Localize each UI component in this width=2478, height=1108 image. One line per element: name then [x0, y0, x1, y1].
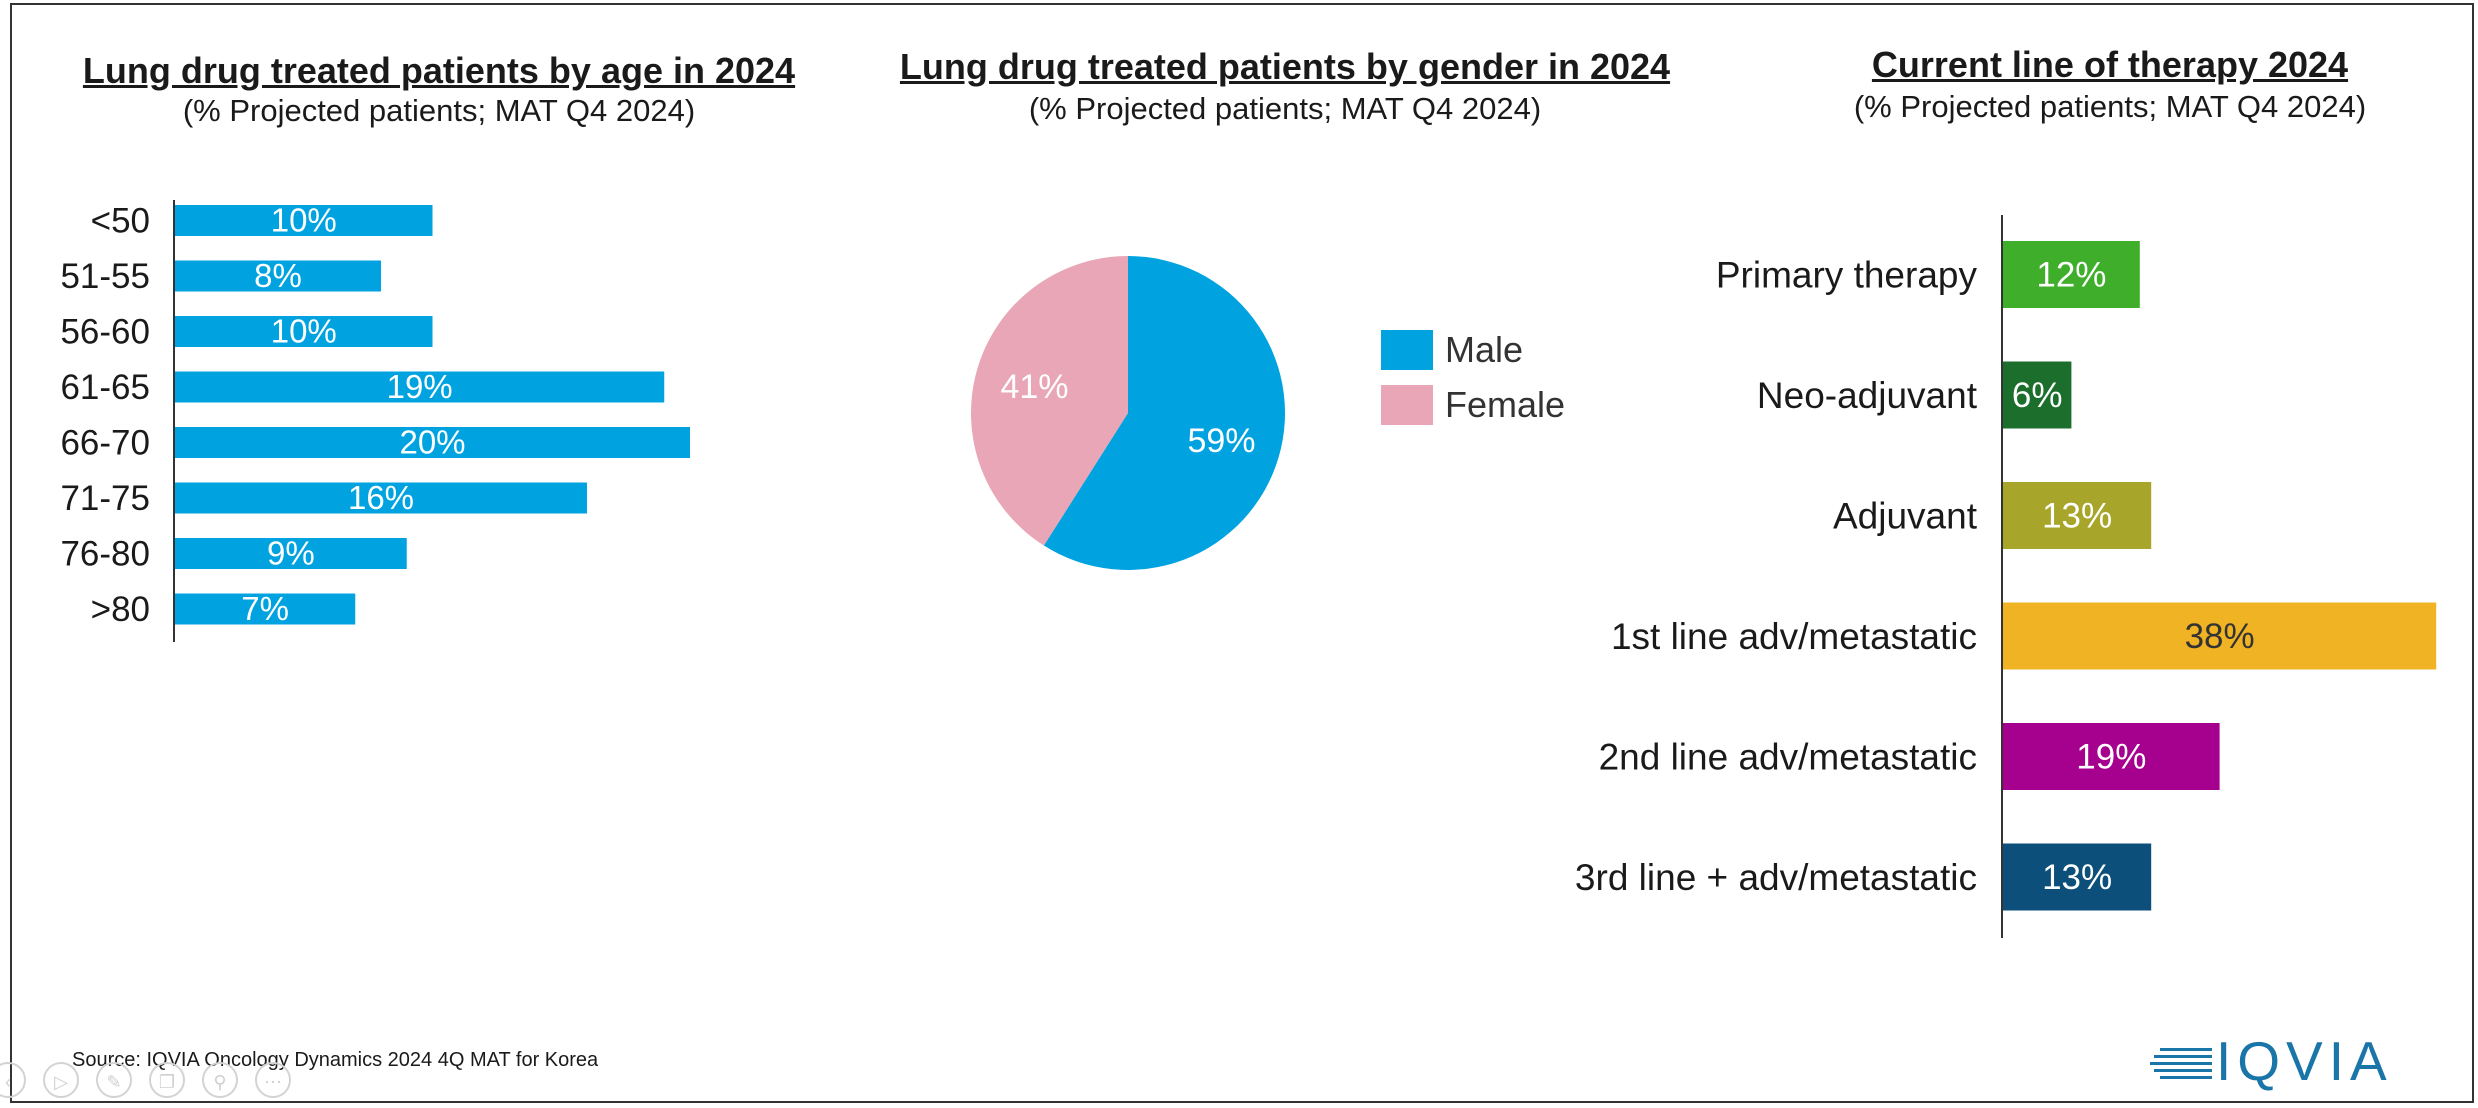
age-bar: [175, 538, 407, 569]
age-category-label: 56-60: [60, 313, 150, 352]
therapy-chart-subtitle: (% Projected patients; MAT Q4 2024): [1853, 89, 2367, 124]
legend-swatch: [1381, 385, 1433, 425]
therapy-category-label: Adjuvant: [1833, 496, 1978, 537]
more-icon[interactable]: ⋯: [255, 1062, 291, 1098]
slide-frame: [10, 3, 2474, 1103]
therapy-bar: [2003, 361, 2072, 429]
age-value-label: 10%: [271, 313, 337, 350]
therapy-category-label: Neo-adjuvant: [1757, 375, 1978, 416]
gender-chart-subtitle: (% Projected patients; MAT Q4 2024): [1028, 91, 1542, 126]
pie-value-label: 59%: [1187, 422, 1255, 460]
therapy-value-label: 12%: [2036, 256, 2106, 295]
pie-value-label: 41%: [1000, 368, 1068, 406]
therapy-value-label: 13%: [2042, 497, 2112, 536]
therapy-value-label: 38%: [2185, 617, 2255, 656]
therapy-value-label: 6%: [2012, 376, 2063, 415]
age-chart-subtitle: (% Projected patients; MAT Q4 2024): [182, 93, 696, 128]
therapy-chart-title: Current line of therapy 2024: [1871, 44, 2349, 85]
therapy-category-label: 3rd line + adv/metastatic: [1575, 857, 1977, 898]
age-bar: [175, 482, 587, 514]
age-value-label: 8%: [254, 257, 302, 294]
age-bar: [175, 593, 356, 625]
age-category-label: 61-65: [60, 368, 150, 407]
pen-icon[interactable]: ✎: [96, 1062, 132, 1098]
therapy-bar: [2003, 241, 2140, 308]
legend-swatch: [1381, 330, 1433, 370]
legend-label: Female: [1445, 384, 1565, 425]
therapy-bar: [2003, 482, 2152, 549]
age-category-label: 66-70: [60, 424, 150, 463]
legend-label: Male: [1445, 329, 1523, 370]
age-bar: [175, 371, 665, 403]
therapy-bar: [2003, 723, 2220, 790]
source-note: Source: IQVIA Oncology Dynamics 2024 4Q …: [72, 1049, 599, 1071]
age-category-label: 71-75: [60, 479, 150, 518]
age-bar: [175, 316, 433, 347]
gender-pie-chart: 59% 41% Male Female: [971, 256, 1565, 570]
age-category-label: 51-55: [60, 257, 150, 296]
age-value-label: 9%: [267, 535, 315, 572]
therapy-value-label: 19%: [2076, 738, 2146, 777]
age-category-label: >80: [91, 590, 150, 629]
age-bar: [175, 427, 690, 458]
pie-slice-female: [971, 256, 1128, 546]
age-bar: [175, 205, 433, 236]
age-category-label: <50: [91, 202, 150, 241]
age-bar: [175, 260, 381, 292]
therapy-category-label: Primary therapy: [1716, 255, 1978, 296]
age-value-label: 19%: [387, 368, 453, 405]
age-chart-title: Lung drug treated patients by age in 202…: [82, 50, 796, 91]
gender-chart-title: Lung drug treated patients by gender in …: [899, 46, 1671, 87]
age-value-label: 16%: [348, 479, 414, 516]
logo-text: IQVIA: [2216, 1030, 2393, 1092]
iqvia-logo: IQVIA: [2150, 1034, 2395, 1090]
age-value-label: 10%: [271, 202, 337, 239]
therapy-category-label: 2nd line adv/metastatic: [1599, 737, 1977, 778]
therapy-bar: [2003, 843, 2152, 911]
age-value-label: 20%: [399, 424, 465, 461]
prev-icon[interactable]: ‹: [0, 1062, 26, 1098]
therapy-category-label: 1st line adv/metastatic: [1611, 616, 1977, 657]
copy-icon[interactable]: ❐: [149, 1062, 185, 1098]
therapy-bar-chart: Primary therapy 12% Neo-adjuvant 6% Adjuvant…: [1575, 215, 2437, 938]
age-category-label: 76-80: [60, 535, 150, 574]
age-bar-chart: <50 10% 51-55 8% 56-60 10% 61-65 19% 66-70 20% 71-…: [60, 200, 690, 642]
therapy-value-label: 13%: [2042, 858, 2112, 897]
logo-lines-icon: [2150, 1048, 2212, 1079]
therapy-bar: [2003, 602, 2437, 670]
pie-slice-male: [1043, 256, 1285, 570]
play-icon[interactable]: ▷: [43, 1062, 79, 1098]
zoom-icon[interactable]: ⚲: [202, 1062, 238, 1098]
slideshow-controls: ‹ ▷ ✎ ❐ ⚲ ⋯: [0, 1062, 308, 1102]
age-value-label: 7%: [241, 590, 289, 627]
